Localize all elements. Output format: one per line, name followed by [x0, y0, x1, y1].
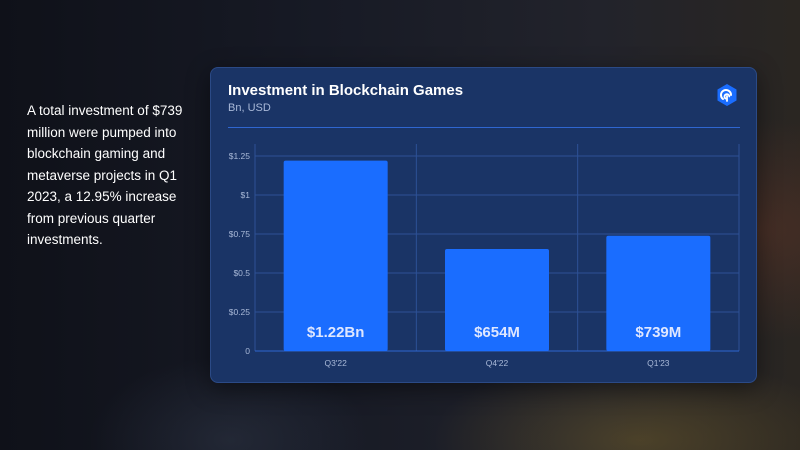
x-tick-label: Q1'23	[647, 358, 670, 368]
bar	[283, 160, 388, 351]
brand-logo-icon	[717, 84, 737, 106]
x-tick-label: Q4'22	[486, 358, 509, 368]
y-tick-label: $1	[241, 190, 251, 200]
y-tick-label: $1.25	[229, 151, 251, 161]
data-label: $1.22Bn	[307, 324, 365, 341]
y-tick-label: 0	[245, 346, 250, 356]
data-label: $739M	[635, 324, 681, 341]
title-divider	[228, 127, 740, 128]
chart-card: Investment in Blockchain Games Bn, USD 0…	[210, 67, 757, 383]
y-tick-label: $0.5	[233, 268, 250, 278]
bar	[445, 248, 549, 351]
x-tick-label: Q3'22	[324, 358, 347, 368]
y-tick-label: $0.75	[229, 229, 251, 239]
chart-subtitle: Bn, USD	[228, 102, 271, 114]
bar-chart: 0 $0.25 $0.5 $0.75 $1 $1.25 $1.22Bn Q3'22 $654M Q…	[229, 144, 740, 368]
y-tick-label: $0.25	[229, 307, 251, 317]
bar	[606, 235, 711, 351]
data-label: $654M	[474, 324, 520, 341]
chart-title: Investment in Blockchain Games	[228, 82, 464, 99]
summary-text: A total investment of $739 million were …	[27, 103, 183, 247]
